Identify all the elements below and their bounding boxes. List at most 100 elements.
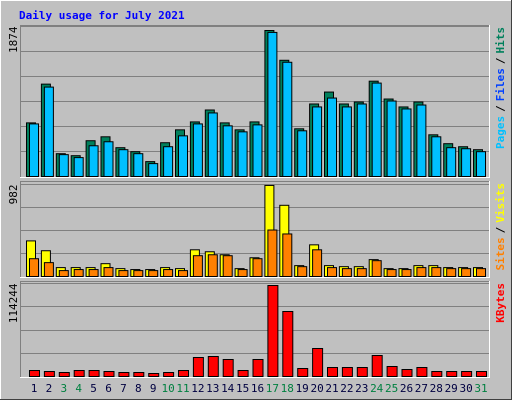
bar	[446, 371, 458, 377]
x-tick-label: 22	[340, 382, 353, 395]
x-tick-label: 8	[135, 382, 142, 395]
bar	[43, 371, 55, 377]
bar	[282, 310, 294, 378]
bar	[401, 269, 412, 277]
bar	[148, 163, 159, 178]
bar	[386, 269, 397, 277]
x-tick-label: 9	[150, 382, 157, 395]
bar	[341, 366, 353, 378]
bar	[58, 154, 69, 177]
bar	[178, 270, 188, 277]
bar	[282, 61, 293, 177]
bar	[267, 31, 278, 178]
bar	[178, 135, 188, 178]
legend-separator: /	[494, 226, 507, 233]
legend-separator: /	[494, 105, 507, 112]
bar	[222, 359, 234, 377]
bar	[103, 141, 114, 177]
bar	[267, 285, 279, 378]
bar	[192, 123, 203, 178]
bar	[207, 112, 218, 177]
y-tick-label: 982	[7, 185, 20, 205]
x-tick-label: 17	[266, 382, 279, 395]
x-tick-label: 11	[176, 382, 189, 395]
bar	[163, 269, 174, 277]
bar	[327, 366, 338, 378]
bar	[416, 366, 428, 378]
x-tick-label: 29	[445, 382, 458, 395]
x-tick-label: 19	[296, 382, 309, 395]
x-tick-label: 3	[60, 382, 67, 395]
bar	[282, 233, 293, 278]
bar	[327, 267, 337, 277]
y-tick-label: 1874	[7, 26, 20, 53]
bar	[476, 268, 486, 277]
bar	[476, 151, 486, 178]
bar	[312, 249, 323, 278]
x-tick-label: 14	[221, 382, 235, 395]
y-tick-label: 114244	[7, 283, 20, 323]
bar	[297, 130, 308, 177]
bar	[312, 348, 324, 377]
bar	[43, 86, 54, 177]
bar	[446, 268, 457, 277]
x-tick-label: 13	[206, 382, 219, 395]
bar	[446, 147, 457, 177]
bar	[401, 369, 413, 377]
bar	[58, 270, 69, 277]
bar	[88, 370, 100, 377]
bar	[222, 125, 233, 177]
bar	[416, 104, 427, 177]
x-tick-label: 2	[46, 382, 53, 395]
bar	[237, 269, 248, 277]
x-tick-label: 4	[75, 382, 82, 395]
bar	[341, 268, 352, 277]
bar	[461, 148, 472, 178]
bar	[29, 370, 40, 377]
legend-entry: Pages	[494, 116, 507, 149]
bar	[356, 366, 368, 378]
legend: Pages / Files / Hits	[494, 27, 507, 149]
bar	[237, 370, 249, 377]
bar	[371, 82, 382, 177]
x-tick-label: 5	[90, 382, 97, 395]
legend-entry: Sites	[494, 237, 507, 270]
chart-title: Daily usage for July 2021	[19, 9, 185, 22]
bar	[192, 255, 203, 277]
bar	[461, 268, 472, 277]
bar	[327, 97, 337, 177]
bar	[371, 355, 383, 378]
bar	[252, 124, 263, 177]
bar	[252, 359, 264, 377]
legend-entry: Files	[494, 68, 507, 101]
bar	[222, 255, 233, 277]
bar	[386, 100, 397, 177]
x-tick-label: 18	[281, 382, 294, 395]
bar	[371, 260, 382, 277]
legend-separator: /	[494, 57, 507, 64]
bar	[356, 268, 367, 277]
bar	[431, 371, 443, 377]
x-tick-label: 15	[236, 382, 249, 395]
bar	[386, 366, 398, 377]
bar	[476, 371, 487, 377]
x-tick-label: 1	[31, 382, 38, 395]
x-tick-label: 31	[474, 382, 487, 395]
bar	[118, 149, 129, 177]
x-tick-label: 30	[459, 382, 472, 395]
bar	[207, 356, 219, 377]
x-tick-label: 28	[430, 382, 443, 395]
x-tick-label: 27	[415, 382, 428, 395]
x-tick-label: 10	[161, 382, 174, 395]
bar	[431, 267, 442, 277]
bar	[133, 270, 144, 277]
bar	[431, 136, 442, 178]
x-tick-label: 7	[120, 382, 127, 395]
bar	[341, 106, 352, 177]
bar	[43, 262, 54, 278]
x-tick-label: 24	[370, 382, 384, 395]
x-tick-label: 20	[310, 382, 323, 395]
legend: KBytes	[494, 283, 507, 323]
bar	[163, 371, 175, 378]
